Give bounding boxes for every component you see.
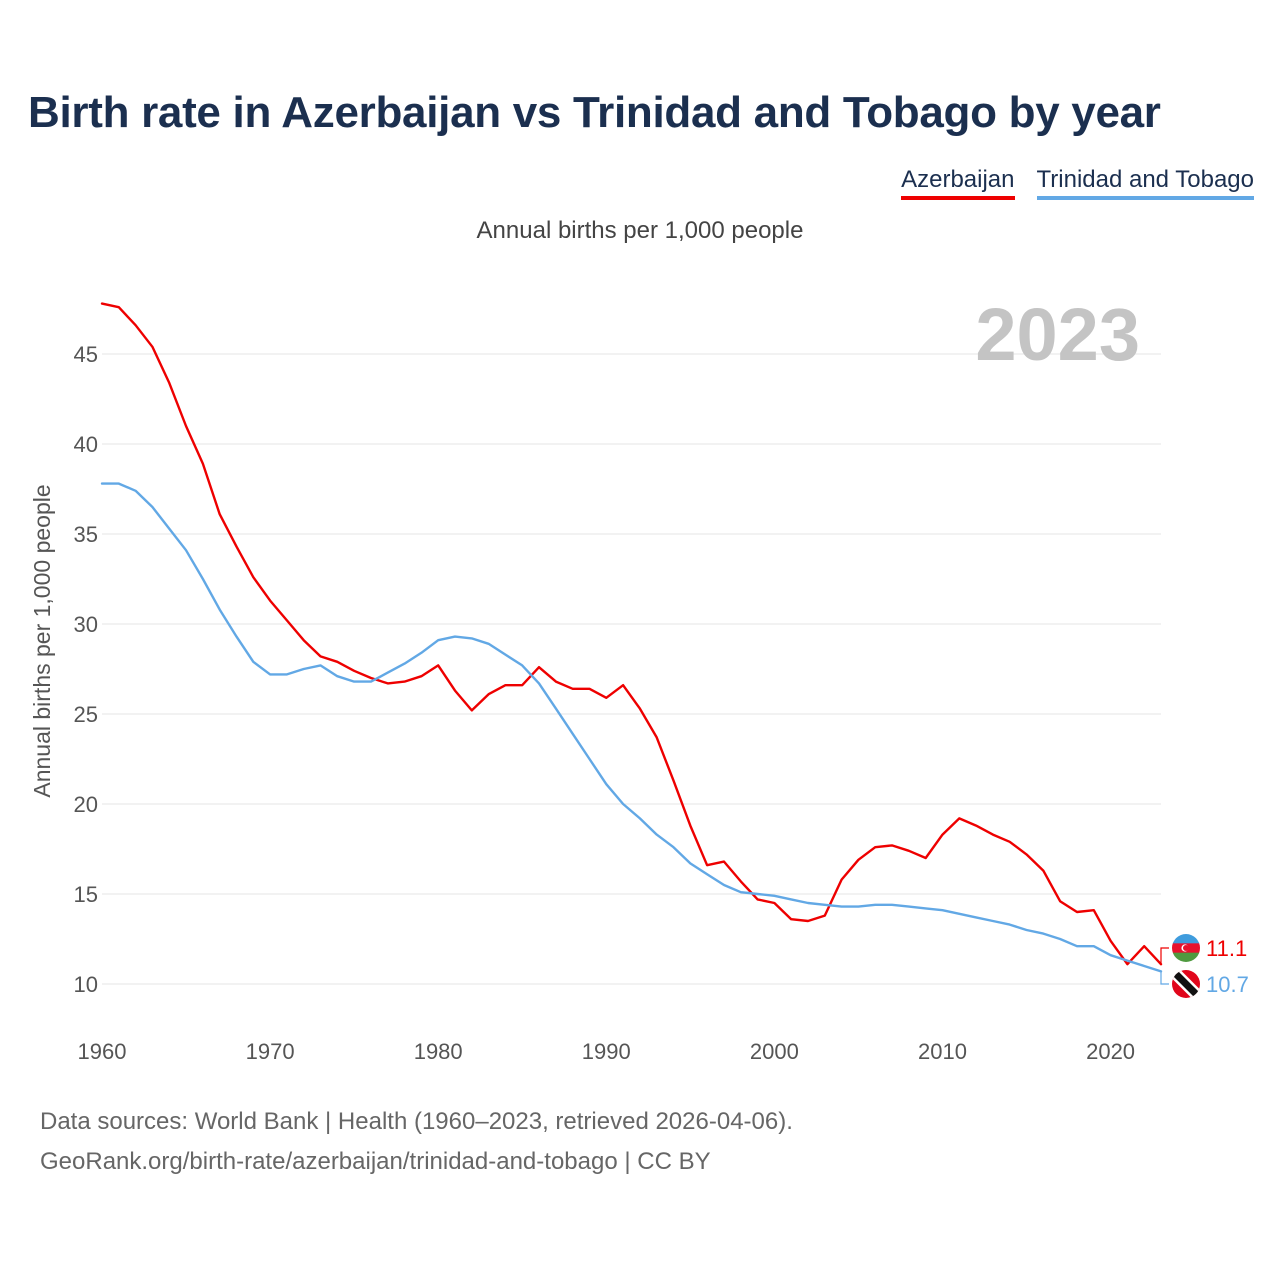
y-axis-title: Annual births per 1,000 people	[29, 484, 55, 797]
trinidad-and-tobago-flag-icon	[1172, 970, 1200, 998]
year-watermark: 2023	[975, 293, 1140, 376]
x-tick-label-2020: 2020	[1086, 1039, 1135, 1064]
y-tick-label-35: 35	[74, 522, 98, 547]
legend-item-azerbaijan[interactable]: Azerbaijan	[901, 166, 1015, 200]
y-tick-label-10: 10	[74, 972, 98, 997]
y-tick-label-20: 20	[74, 792, 98, 817]
data-source: Data sources: World Bank | Health (1960–…	[40, 1108, 793, 1135]
azerbaijan-flag-icon	[1172, 934, 1200, 962]
x-tick-label-1980: 1980	[414, 1039, 463, 1064]
x-tick-label-1970: 1970	[246, 1039, 295, 1064]
y-tick-label-25: 25	[74, 702, 98, 727]
chart-title: Birth rate in Azerbaijan vs Trinidad and…	[28, 88, 1161, 137]
y-tick-label-45: 45	[74, 342, 98, 367]
y-tick-label-30: 30	[74, 612, 98, 637]
end-label-azerbaijan: 11.1	[1206, 936, 1247, 961]
x-tick-label-1990: 1990	[582, 1039, 631, 1064]
end-connector-trinidad-and-tobago	[1160, 971, 1169, 985]
y-tick-label-15: 15	[74, 882, 98, 907]
x-tick-label-1960: 1960	[78, 1039, 127, 1064]
legend: Azerbaijan Trinidad and Tobago	[901, 166, 1254, 200]
chart-subtitle: Annual births per 1,000 people	[476, 217, 804, 244]
legend-item-trinidad-and-tobago[interactable]: Trinidad and Tobago	[1036, 166, 1254, 200]
source-url[interactable]: GeoRank.org/birth-rate/azerbaijan/trinid…	[40, 1148, 711, 1175]
end-connector-azerbaijan	[1160, 947, 1169, 965]
x-tick-label-2000: 2000	[750, 1039, 799, 1064]
y-tick-label-40: 40	[74, 432, 98, 457]
end-label-trinidad-and-tobago: 10.7	[1206, 972, 1249, 997]
series-line-trinidad-and-tobago	[100, 482, 1163, 973]
x-tick-label-2010: 2010	[918, 1039, 967, 1064]
series-line-azerbaijan	[100, 302, 1163, 966]
